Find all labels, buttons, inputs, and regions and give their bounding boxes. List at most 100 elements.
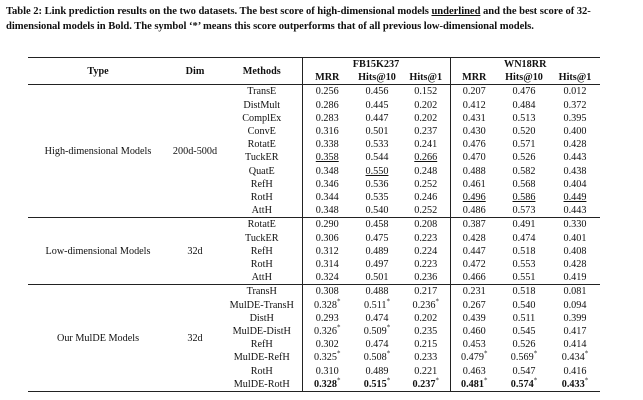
score-cell: 0.316 — [301, 125, 352, 139]
score-value: 0.489 — [365, 245, 389, 257]
table-row: ComplEx 0.283 0.447 0.202 0.431 0.513 0.395 — [28, 111, 600, 126]
table-row: Our MulDE Models 32d TransH 0.308 0.488 0.217… — [28, 284, 600, 393]
score-value: 0.472 — [462, 259, 486, 271]
score-value: 0.293 — [315, 312, 339, 324]
score-cell: 0.545 — [498, 325, 550, 338]
score-cell: 0.540 — [352, 204, 402, 218]
score-value: 0.476 — [512, 86, 536, 98]
score-value: 0.449 — [563, 192, 587, 204]
score-cell: 0.401 — [550, 232, 600, 245]
score-cell: 0.399 — [550, 312, 600, 325]
score-value: 0.217 — [414, 286, 438, 298]
score-cell: 0.540 — [498, 299, 550, 312]
score-cell: 0.081 — [550, 284, 600, 299]
score-value: 0.412 — [462, 99, 486, 111]
score-cell: 0.447 — [352, 112, 402, 125]
caption-text: Table 2: Link prediction results on the … — [6, 6, 432, 17]
score-value: 0.466 — [462, 272, 486, 284]
score-cell: 0.428 — [550, 258, 600, 271]
score-cell: 0.412 — [449, 98, 498, 112]
score-value: 0.202 — [414, 312, 438, 324]
score-value: 0.489 — [365, 365, 389, 377]
score-cell: 0.535 — [352, 191, 402, 204]
score-value: 0.417 — [563, 326, 587, 338]
score-cell: 0.387 — [449, 217, 498, 232]
score-cell: 0.571 — [498, 138, 550, 151]
score-cell: 0.553 — [498, 258, 550, 271]
table-row: MulDE-RefH 0.325* 0.508* 0.233 0.479* 0.569* 0… — [28, 350, 600, 365]
score-cell: 0.443 — [550, 151, 600, 164]
score-cell: 0.433* — [550, 376, 600, 393]
score-value: 0.241 — [414, 139, 438, 151]
score-value: 0.308 — [315, 286, 339, 298]
score-value: 0.306 — [315, 232, 339, 244]
score-value: 0.544 — [365, 152, 389, 164]
score-cell: 0.463 — [449, 364, 498, 378]
score-value: 0.202 — [414, 112, 438, 124]
star-marker: * — [386, 297, 391, 306]
score-value: 0.574 — [510, 378, 534, 390]
score-cell: 0.207 — [449, 84, 498, 99]
score-cell: 0.508* — [352, 351, 402, 364]
score-value: 0.540 — [365, 205, 389, 217]
score-value: 0.328 — [314, 299, 337, 311]
star-marker: * — [584, 376, 589, 385]
score-value: 0.476 — [462, 139, 486, 151]
table-row: Low-dimensional Models 32d RotatE 0.290 0.45… — [28, 217, 600, 285]
score-value: 0.428 — [563, 259, 587, 271]
score-value: 0.387 — [462, 219, 486, 231]
score-value: 0.568 — [512, 178, 536, 190]
score-cell: 0.248 — [402, 165, 450, 178]
score-cell: 0.526 — [498, 151, 550, 164]
score-value: 0.235 — [414, 326, 438, 338]
table-row: RotH 0.344 0.535 0.246 0.496 0.586 0.449 — [28, 191, 600, 205]
score-value: 0.302 — [315, 339, 339, 351]
score-cell: 0.290 — [301, 217, 352, 232]
score-value: 0.536 — [365, 178, 389, 190]
score-cell: 0.308 — [301, 284, 352, 299]
score-cell: 0.417 — [550, 325, 600, 338]
score-value: 0.094 — [563, 299, 587, 311]
score-value: 0.012 — [563, 86, 587, 98]
score-value: 0.573 — [512, 205, 536, 217]
score-cell: 0.223 — [402, 232, 450, 245]
score-cell: 0.551 — [498, 271, 550, 285]
score-cell: 0.408 — [550, 245, 600, 258]
score-value: 0.460 — [462, 326, 486, 338]
score-cell: 0.252 — [402, 204, 450, 218]
table-body: High-dimensional Models 200d-500d TransE 0.… — [28, 84, 600, 393]
score-cell: 0.404 — [550, 178, 600, 191]
score-value: 0.550 — [365, 165, 389, 177]
score-value: 0.312 — [315, 245, 339, 257]
method-name: QuatE — [248, 165, 275, 177]
star-marker: * — [336, 323, 341, 332]
score-value: 0.515 — [363, 378, 387, 390]
score-cell: 0.221 — [402, 365, 450, 378]
score-cell: 0.434* — [550, 351, 600, 364]
score-value: 0.439 — [462, 312, 486, 324]
score-value: 0.221 — [414, 365, 438, 377]
score-cell: 0.215 — [402, 338, 450, 351]
star-marker: * — [336, 350, 341, 359]
score-value: 0.348 — [315, 205, 339, 217]
table-row: RotatE 0.338 0.533 0.241 0.476 0.571 0.428 — [28, 138, 600, 152]
method-name: MulDE-RefH — [233, 352, 290, 364]
method-name: RefH — [250, 339, 273, 351]
score-cell: 0.509* — [352, 324, 402, 338]
score-value: 0.344 — [315, 192, 339, 204]
method-name: TransH — [222, 284, 302, 299]
score-value: 0.488 — [462, 165, 486, 177]
header-metric: MRR — [301, 71, 352, 86]
method-name: RotH — [250, 259, 273, 271]
score-cell: 0.489 — [352, 365, 402, 378]
score-cell: 0.461 — [449, 177, 498, 192]
score-cell: 0.476 — [498, 85, 550, 99]
score-value: 0.283 — [315, 112, 339, 124]
score-value: 0.428 — [462, 232, 486, 244]
table-row: MulDE-DistH 0.326* 0.509* 0.235 0.460 0.545 0.… — [28, 323, 600, 339]
method-name: DistH — [249, 312, 274, 324]
score-cell: 0.466 — [449, 271, 498, 285]
score-cell: 0.518 — [498, 245, 550, 258]
score-value: 0.445 — [365, 99, 389, 111]
table-row: QuatE 0.348 0.550 0.248 0.488 0.582 0.438 — [28, 164, 600, 178]
